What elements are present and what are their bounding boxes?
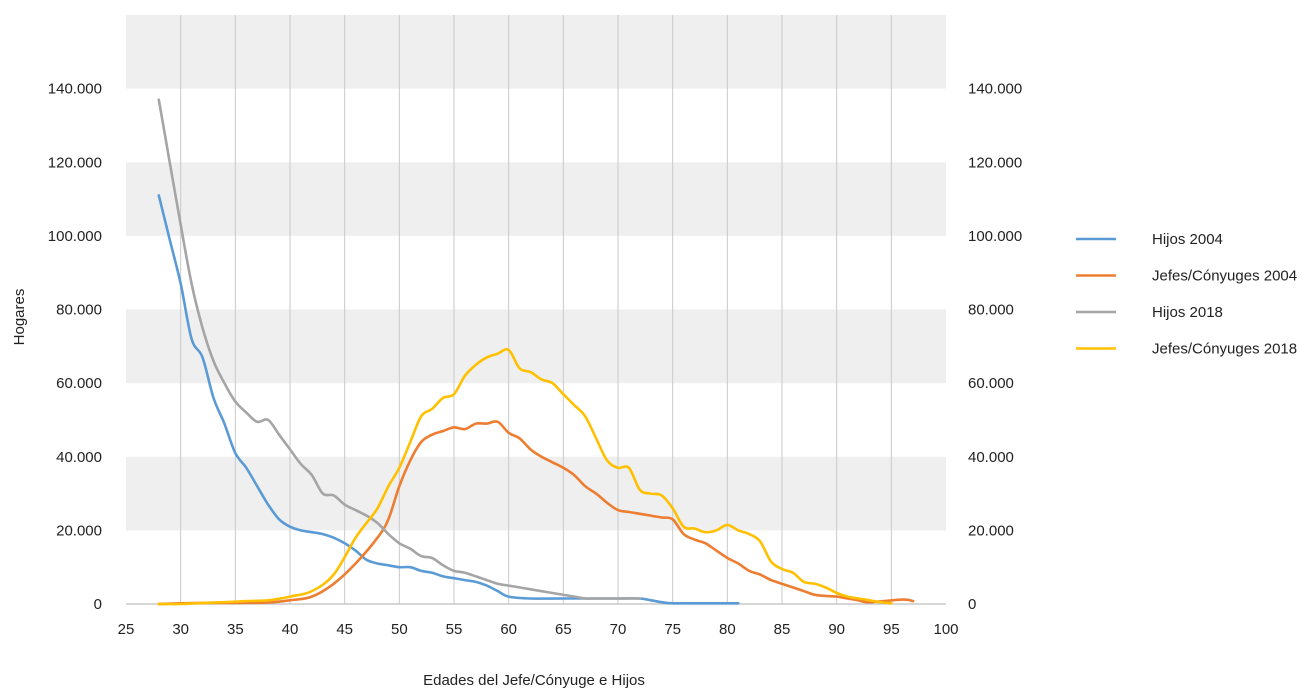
x-tick-label: 60 bbox=[500, 621, 517, 638]
vertical-gridlines bbox=[180, 15, 892, 604]
y-tick-label-left: 80.000 bbox=[56, 302, 102, 319]
grid-band bbox=[126, 309, 946, 384]
y-tick-label-left: 140.000 bbox=[48, 81, 102, 98]
legend-label: Jefes/Cónyuges 2018 bbox=[1152, 341, 1297, 358]
series-line-4 bbox=[157, 348, 893, 606]
y-tick-label-left: 40.000 bbox=[56, 449, 102, 466]
x-tick-label: 80 bbox=[719, 621, 736, 638]
y-tick-label-right: 20.000 bbox=[968, 522, 1014, 539]
legend-label: Hijos 2018 bbox=[1152, 304, 1223, 321]
x-tick-label: 55 bbox=[446, 621, 463, 638]
x-axis-ticks: 25 30 35 40 45 50 55 60 65 70 75 80 85 90 95 100 bbox=[118, 621, 959, 638]
series-line-3 bbox=[157, 98, 642, 600]
y-tick-label-left: 0 bbox=[94, 596, 102, 613]
x-tick-label: 75 bbox=[664, 621, 681, 638]
x-tick-label: 45 bbox=[336, 621, 353, 638]
x-tick-label: 50 bbox=[391, 621, 408, 638]
series-lines bbox=[157, 98, 915, 606]
y-axis-title: Hogares bbox=[11, 289, 28, 346]
y-tick-label-right: 80.000 bbox=[968, 302, 1014, 319]
y-tick-label-right: 40.000 bbox=[968, 449, 1014, 466]
x-axis-title: Edades del Jefe/Cónyuge e Hijos bbox=[423, 672, 645, 689]
legend: Hijos 2004 Jefes/Cónyuges 2004 Hijos 2018 J… bbox=[1076, 231, 1297, 358]
y-axis-right-ticks: 0 20.000 40.000 60.000 80.000 100.000 120.000 1… bbox=[968, 81, 1022, 613]
legend-label: Jefes/Cónyuges 2004 bbox=[1152, 268, 1297, 285]
y-tick-label-left: 100.000 bbox=[48, 228, 102, 245]
y-tick-label-left: 60.000 bbox=[56, 375, 102, 392]
y-tick-label-right: 140.000 bbox=[968, 81, 1022, 98]
x-tick-label: 30 bbox=[172, 621, 189, 638]
series-line-2 bbox=[157, 420, 915, 606]
y-tick-label-right: 120.000 bbox=[968, 154, 1022, 171]
x-tick-label: 35 bbox=[227, 621, 244, 638]
y-tick-label-right: 60.000 bbox=[968, 375, 1014, 392]
grid-bands bbox=[126, 15, 946, 531]
x-tick-label: 70 bbox=[610, 621, 627, 638]
grid-band bbox=[126, 162, 946, 236]
x-tick-label: 65 bbox=[555, 621, 572, 638]
y-axis-left-ticks: 0 20.000 40.000 60.000 80.000 100.000 120.000 1… bbox=[48, 81, 102, 613]
x-tick-label: 95 bbox=[883, 621, 900, 638]
series-line-1 bbox=[157, 194, 740, 605]
grid-band bbox=[126, 456, 946, 531]
x-tick-label: 90 bbox=[828, 621, 845, 638]
grid-band bbox=[126, 15, 946, 89]
x-tick-label: 85 bbox=[774, 621, 791, 638]
y-tick-label-left: 20.000 bbox=[56, 522, 102, 539]
y-tick-label-left: 120.000 bbox=[48, 154, 102, 171]
y-tick-label-right: 0 bbox=[968, 596, 976, 613]
x-tick-label: 40 bbox=[282, 621, 299, 638]
legend-label: Hijos 2004 bbox=[1152, 231, 1223, 248]
x-tick-label: 100 bbox=[933, 621, 958, 638]
y-tick-label-right: 100.000 bbox=[968, 228, 1022, 245]
x-tick-label: 25 bbox=[118, 621, 135, 638]
